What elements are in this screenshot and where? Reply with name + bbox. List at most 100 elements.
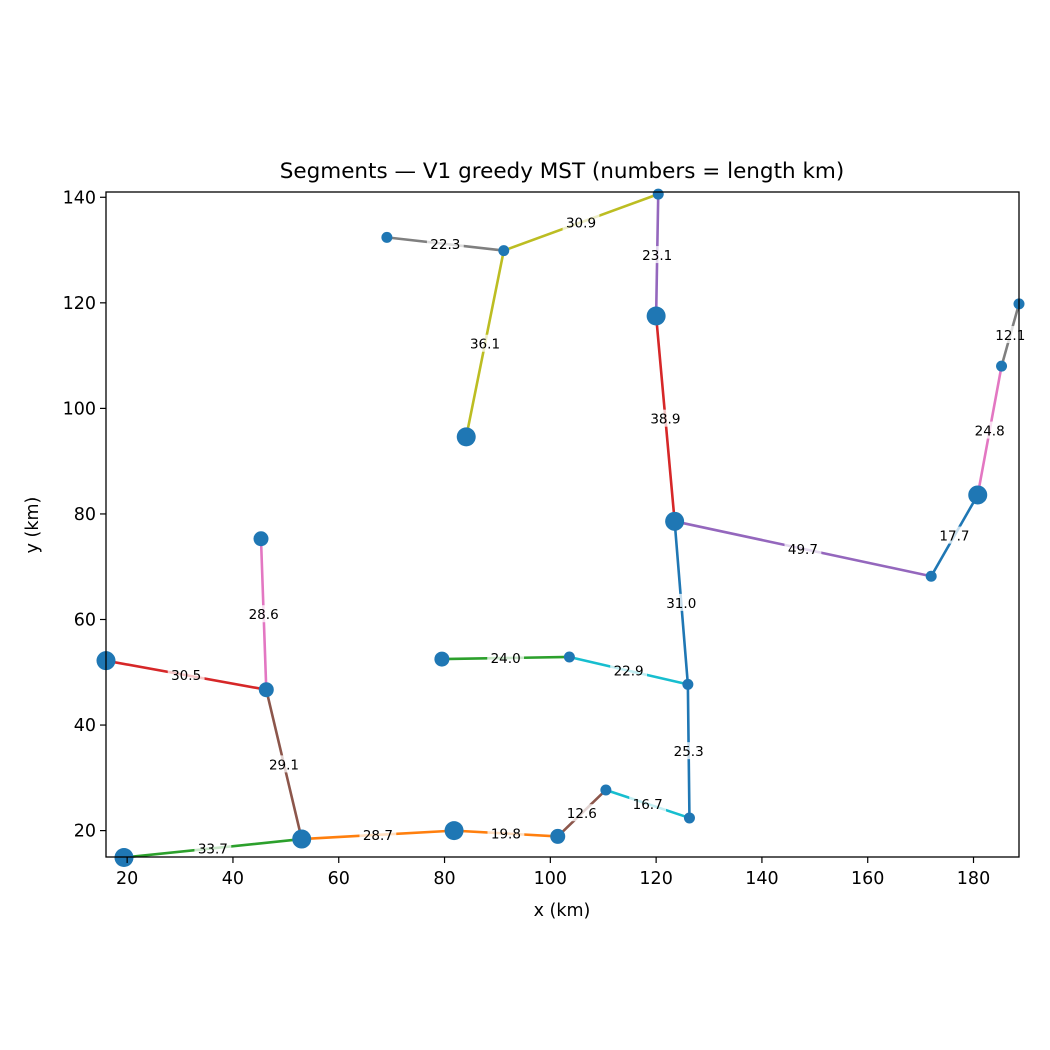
node-point-8 — [456, 427, 476, 447]
segment-length-text: 28.7 — [363, 828, 393, 844]
x-tick-label: 60 — [328, 869, 350, 889]
segment-length-label-8: 24.8 — [971, 421, 1009, 440]
x-axis-label: x (km) — [534, 901, 591, 921]
segment-label-bg — [662, 593, 700, 611]
segment-length-text: 16.7 — [633, 797, 663, 813]
x-axis: 20 40 60 80 100 120 140 160 180 — [116, 857, 990, 889]
segment-label-bg — [562, 213, 600, 231]
x-tick-label: 120 — [639, 869, 672, 889]
segment-length-text: 25.3 — [674, 744, 704, 760]
node-point-10 — [550, 828, 566, 844]
segment-label-bg — [466, 334, 504, 352]
segment-length-text: 30.5 — [171, 668, 201, 684]
segment-label-bg — [629, 794, 667, 812]
segment-length-label-6: 31.0 — [662, 593, 700, 612]
segment-length-label-2: 36.1 — [466, 334, 504, 353]
segment-length-text: 19.8 — [491, 827, 521, 843]
segment-length-text: 22.3 — [430, 237, 460, 253]
segment-length-text: 36.1 — [470, 337, 500, 353]
node-point-12 — [600, 784, 612, 796]
segment-label-bg — [784, 539, 822, 557]
node-point-16 — [682, 678, 694, 690]
y-tick-label: 80 — [74, 505, 96, 525]
plot-frame — [105, 191, 1020, 858]
y-tick-label: 60 — [74, 611, 96, 631]
segment-length-text: 28.6 — [249, 607, 279, 623]
chart-title: Segments — V1 greedy MST (numbers = leng… — [280, 159, 845, 184]
y-tick-label: 40 — [74, 716, 96, 736]
node-point-5 — [381, 231, 393, 243]
node-point-20 — [996, 360, 1008, 372]
node-point-14 — [652, 188, 664, 200]
node-point-13 — [646, 306, 666, 326]
segment-label-bg — [936, 526, 973, 544]
x-tick-label: 80 — [433, 869, 455, 889]
segment-label-bg — [971, 421, 1009, 439]
segment-length-label-15: 19.8 — [487, 824, 525, 843]
segment-length-text: 24.8 — [975, 424, 1005, 440]
segment-length-label-10: 24.0 — [487, 649, 525, 667]
y-axis-label: y (km) — [23, 497, 43, 554]
node-point-7 — [444, 821, 464, 841]
y-axis: 20 40 60 80 100 120 140 — [63, 188, 106, 842]
segment-label-bg — [610, 661, 648, 679]
segment-length-label-4: 38.9 — [646, 409, 684, 428]
segment-length-label-7: 17.7 — [936, 526, 973, 545]
y-tick-label: 20 — [74, 822, 96, 842]
segment-label-bg — [359, 825, 397, 843]
segment-label-bg — [426, 234, 464, 252]
segment-length-label-20: 28.6 — [245, 605, 283, 623]
segment-label-bg — [194, 839, 232, 857]
node-point-6 — [434, 651, 450, 667]
nodes-layer — [96, 188, 1025, 868]
y-tick-label: 120 — [63, 294, 96, 314]
segment-length-label-0: 22.3 — [426, 234, 464, 253]
node-point-17 — [683, 812, 695, 824]
x-tick-label: 140 — [745, 869, 778, 889]
segment-length-label-5: 49.7 — [784, 539, 822, 558]
segment-length-label-13: 16.7 — [629, 794, 667, 813]
segment-length-text: 22.9 — [614, 664, 644, 680]
segment-length-text: 23.1 — [642, 248, 672, 264]
node-point-4 — [292, 829, 312, 849]
segment-label-bg — [265, 755, 303, 773]
segment-length-label-9: 12.1 — [991, 326, 1029, 344]
segments-layer — [104, 192, 1021, 859]
segment-length-label-14: 12.6 — [563, 804, 601, 822]
segment-length-label-17: 33.7 — [194, 839, 232, 857]
segment-label-bg — [167, 666, 205, 684]
node-point-9 — [498, 245, 510, 257]
segment-length-text: 38.9 — [650, 412, 680, 428]
segment-length-label-16: 28.7 — [359, 825, 397, 844]
x-tick-label: 180 — [957, 869, 990, 889]
segment-length-label-18: 29.1 — [265, 755, 303, 773]
y-tick-label: 100 — [63, 399, 96, 419]
x-tick-label: 40 — [222, 869, 244, 889]
segment-length-text: 12.1 — [995, 328, 1025, 344]
segment-length-text: 49.7 — [788, 542, 818, 558]
node-point-2 — [253, 531, 269, 547]
segment-label-bg — [638, 246, 676, 264]
segment-length-label-1: 30.9 — [562, 213, 600, 231]
segment-labels-layer: 22.3 30.9 36.1 23.1 38.9 49.7 31.0 17.7 24.8 12.1… — [167, 213, 1029, 857]
node-point-11 — [563, 651, 575, 663]
x-tick-label: 20 — [116, 869, 138, 889]
segment-label-bg — [646, 409, 684, 427]
x-tick-label: 160 — [851, 869, 884, 889]
segment-label-bg — [563, 804, 601, 822]
segment-length-text: 33.7 — [198, 841, 228, 857]
segment-length-text: 31.0 — [666, 596, 696, 612]
segment-label-bg — [487, 649, 525, 667]
segment-length-label-12: 25.3 — [670, 742, 708, 760]
segment-length-label-3: 23.1 — [638, 246, 676, 264]
segment-length-label-11: 22.9 — [610, 661, 648, 680]
segment-label-bg — [487, 824, 525, 842]
x-tick-label: 100 — [534, 869, 567, 889]
segment-length-text: 30.9 — [566, 215, 596, 231]
node-point-15 — [665, 511, 685, 531]
node-point-19 — [968, 485, 988, 505]
segment-label-bg — [670, 742, 708, 760]
node-point-3 — [258, 682, 274, 698]
segment-label-bg — [245, 605, 283, 623]
